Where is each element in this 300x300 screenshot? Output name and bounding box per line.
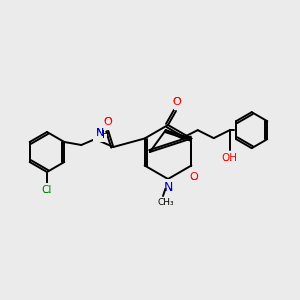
Text: methyl: methyl <box>162 199 167 200</box>
Text: N: N <box>96 128 105 138</box>
Text: H: H <box>102 130 109 140</box>
Text: O: O <box>172 97 182 107</box>
Text: O: O <box>103 117 112 127</box>
FancyBboxPatch shape <box>189 169 198 178</box>
Text: O: O <box>189 172 198 182</box>
Text: N: N <box>163 181 173 194</box>
Text: OH: OH <box>222 153 238 163</box>
Text: H: H <box>101 130 109 140</box>
Text: CH₃: CH₃ <box>158 198 174 207</box>
FancyBboxPatch shape <box>41 182 53 191</box>
Text: CH₃: CH₃ <box>158 198 174 207</box>
Text: O: O <box>189 172 198 182</box>
Text: N: N <box>96 128 105 138</box>
Text: N: N <box>163 181 173 194</box>
Text: O: O <box>103 117 112 127</box>
FancyBboxPatch shape <box>173 100 182 109</box>
FancyBboxPatch shape <box>93 133 107 142</box>
Text: Cl: Cl <box>42 185 52 195</box>
FancyBboxPatch shape <box>164 178 172 188</box>
FancyBboxPatch shape <box>222 151 238 160</box>
Text: Cl: Cl <box>42 185 52 195</box>
Text: OH: OH <box>222 153 238 163</box>
FancyBboxPatch shape <box>156 196 176 206</box>
FancyBboxPatch shape <box>103 121 112 130</box>
Text: O: O <box>172 97 182 107</box>
